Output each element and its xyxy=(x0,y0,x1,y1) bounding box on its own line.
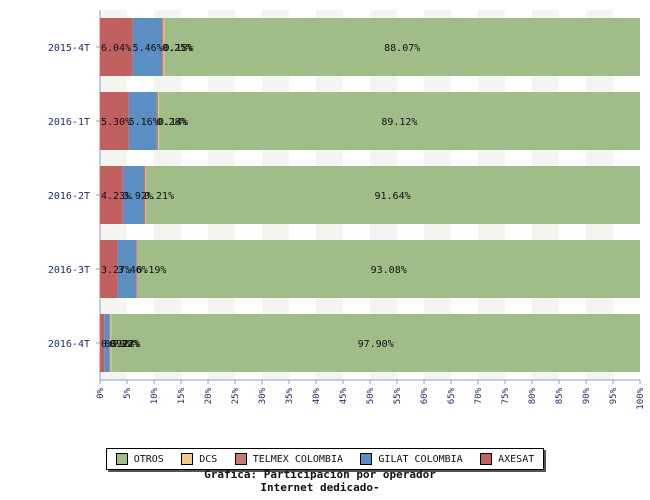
legend-swatch xyxy=(360,453,373,465)
data-label: 6.04% xyxy=(101,43,131,54)
legend-item: TELMEX COLOMBIA xyxy=(234,453,343,465)
x-tick-label: 30% xyxy=(258,387,268,404)
x-tick-label: 10% xyxy=(150,387,160,404)
x-tick-label: 55% xyxy=(393,387,403,404)
bar-segment-axesat xyxy=(100,314,105,372)
data-label: 0.28% xyxy=(156,117,186,128)
x-tick-label: 70% xyxy=(474,387,484,404)
bar-segment-dcs xyxy=(157,92,159,150)
x-tick-label: 50% xyxy=(366,387,376,404)
bar-segment-axesat xyxy=(100,18,133,76)
data-label: 91.64% xyxy=(375,191,411,202)
bar-segment-axesat xyxy=(100,92,129,150)
x-tick-label: 95% xyxy=(609,387,619,404)
bar-segment-otros xyxy=(111,314,641,372)
x-tick-label: 40% xyxy=(312,387,322,404)
legend-swatch xyxy=(480,453,493,465)
legend-label: AXESAT xyxy=(498,453,535,465)
data-label: 0.22% xyxy=(109,339,139,350)
data-label: 3.46% xyxy=(118,265,148,276)
bar-segment-axesat xyxy=(100,166,123,224)
y-tick-label: 2015-4T xyxy=(48,43,90,54)
data-label: 89.12% xyxy=(381,117,417,128)
bar-segment-gilat-colombia xyxy=(104,314,110,372)
data-label: 93.08% xyxy=(371,265,407,276)
bar-segment-otros xyxy=(137,240,641,298)
legend: OTROS DCS TELMEX COLOMBIA GILAT COLOMBIA AXE… xyxy=(106,448,544,470)
data-label: 5.46% xyxy=(133,43,163,54)
bar-segment-dcs xyxy=(110,314,112,372)
x-tick-label: 80% xyxy=(528,387,538,404)
data-label: 88.07% xyxy=(384,43,420,54)
x-tick-label: 25% xyxy=(231,387,241,404)
data-label: 0.25% xyxy=(162,43,192,54)
y-tick-label: 2016-3T xyxy=(48,265,90,276)
x-tick-label: 75% xyxy=(501,387,511,404)
legend-item: GILAT COLOMBIA xyxy=(360,453,463,465)
x-tick-label: 65% xyxy=(447,387,457,404)
x-tick-label: 85% xyxy=(555,387,565,404)
y-tick-label: 2016-2T xyxy=(48,191,90,202)
bar-segment-gilat-colombia xyxy=(132,18,163,76)
bar-segment-gilat-colombia xyxy=(122,166,145,224)
legend-item: OTROS xyxy=(115,453,164,465)
legend-label: DCS xyxy=(199,453,218,465)
data-label: 0.92% xyxy=(104,339,134,350)
data-label: 0.21% xyxy=(144,191,174,202)
bar-segment-otros xyxy=(158,92,640,150)
data-label: 0.19% xyxy=(136,265,166,276)
data-label: 97.90% xyxy=(358,339,394,350)
x-tick-label: 15% xyxy=(177,387,187,404)
x-tick-label: 5% xyxy=(123,387,133,398)
y-tick-label: 2016-4T xyxy=(48,339,90,350)
data-label: 5.30% xyxy=(101,117,131,128)
bar-segment-otros xyxy=(145,166,641,224)
bar-segment-telmex-colombia xyxy=(162,18,164,76)
x-tick-label: 90% xyxy=(582,387,592,404)
y-tick-label: 2016-1T xyxy=(48,117,90,128)
legend-label: TELMEX COLOMBIA xyxy=(252,453,343,465)
data-label: 4.23% xyxy=(101,191,131,202)
legend-item: DCS xyxy=(181,453,217,465)
bar-segment-telmex-colombia xyxy=(144,166,146,224)
legend-item: AXESAT xyxy=(480,453,534,465)
data-label: 5.16% xyxy=(129,117,159,128)
bar-segment-otros xyxy=(164,18,640,76)
x-tick-label: 35% xyxy=(285,387,295,404)
bar-segment-telmex-colombia xyxy=(136,240,138,298)
chart-subtitle: Internet dedicado- xyxy=(260,481,380,494)
x-tick-label: 60% xyxy=(420,387,430,404)
legend-swatch xyxy=(181,453,194,465)
data-label: 3.27% xyxy=(101,265,131,276)
bar-segment-axesat xyxy=(100,240,118,298)
data-label: 3.92% xyxy=(123,191,153,202)
bar-segment-dcs xyxy=(163,18,165,76)
bar-segment-gilat-colombia xyxy=(128,92,157,150)
legend-label: GILAT COLOMBIA xyxy=(378,453,463,465)
data-label: 0.79% xyxy=(101,339,131,350)
x-tick-label: 100% xyxy=(636,387,646,409)
legend-label: OTROS xyxy=(133,453,164,465)
bar-segment-gilat-colombia xyxy=(117,240,137,298)
x-tick-label: 0% xyxy=(96,387,106,398)
data-label: 0.18% xyxy=(163,43,193,54)
data-label: 0.14% xyxy=(158,117,188,128)
chart-title: Gráfica: Participación por operador xyxy=(204,468,436,481)
bar-segment-telmex-colombia xyxy=(156,92,158,150)
x-tick-label: 20% xyxy=(204,387,214,404)
bar-segment-telmex-colombia xyxy=(109,314,111,372)
legend-swatch xyxy=(234,453,247,465)
data-label: 0.17% xyxy=(110,339,140,350)
legend-swatch xyxy=(115,453,128,465)
x-tick-label: 45% xyxy=(339,387,349,404)
